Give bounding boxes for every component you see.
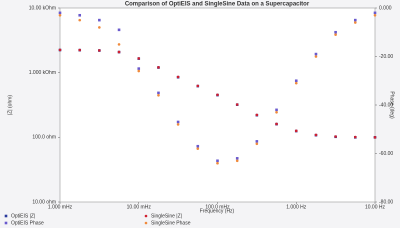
data-point — [255, 140, 259, 143]
data-point — [78, 48, 82, 52]
data-point — [334, 30, 337, 34]
legend-label: OptiEIS Phase — [11, 220, 44, 226]
data-point — [157, 94, 160, 97]
data-point — [353, 21, 357, 24]
x-tick-label: 1.000 mHz — [48, 204, 73, 210]
y2-axis-title: Phase (deg) — [389, 91, 395, 119]
legend-swatch — [144, 214, 148, 218]
chart: Comparison of OptiEIS and SingleSine Dat… — [0, 0, 400, 228]
y-tick-label: 10.00 ohm — [32, 199, 56, 205]
data-point — [78, 13, 82, 17]
plot-area — [59, 7, 376, 203]
data-point — [353, 135, 357, 139]
legend-label: OptiEIS |Z| — [11, 213, 35, 219]
data-point — [117, 43, 121, 46]
data-point — [98, 18, 101, 22]
data-point — [78, 18, 82, 22]
data-point — [137, 67, 141, 70]
data-point — [58, 11, 62, 15]
y-tick-label: 100.0 ohm — [32, 135, 56, 141]
x-tick-label: 1.000 Hz — [286, 204, 307, 210]
x-axis-title: Frequency (Hz) — [200, 208, 235, 214]
data-point — [176, 75, 180, 79]
data-point — [117, 28, 121, 32]
data-point — [157, 66, 160, 69]
x-tick-label: 10.00 Hz — [365, 204, 386, 210]
legend-label: SingleSine |Z| — [151, 213, 182, 219]
data-point — [275, 122, 278, 126]
y2-tick-label: -40.00 — [379, 102, 393, 108]
data-point — [373, 136, 377, 139]
data-point — [334, 33, 337, 36]
data-point — [58, 13, 62, 17]
data-point — [294, 79, 298, 83]
y2-tick-label: -60.00 — [379, 151, 393, 157]
data-point — [334, 135, 337, 138]
data-point — [275, 110, 278, 114]
data-point — [176, 120, 180, 124]
page: Comparison of OptiEIS and SingleSine Dat… — [0, 0, 400, 228]
data-point — [314, 133, 318, 137]
x-tick-label: 10.00 mHz — [127, 204, 152, 210]
data-point — [294, 129, 298, 133]
legend-swatch — [144, 221, 148, 225]
data-point — [373, 11, 377, 15]
data-point — [137, 69, 141, 73]
data-point — [176, 123, 180, 126]
y2-tick-label: -20.00 — [379, 54, 393, 60]
y-tick-label: 1.000 kOhm — [29, 70, 56, 76]
data-point — [157, 91, 160, 95]
data-point — [373, 13, 377, 17]
data-point — [216, 161, 219, 165]
data-point — [216, 159, 219, 163]
data-point — [196, 147, 200, 150]
legend-swatch — [4, 221, 8, 225]
data-point — [58, 48, 62, 52]
data-point — [255, 142, 259, 146]
data-point — [294, 81, 298, 85]
y-tick-label: 10.00 kOhm — [29, 5, 56, 11]
data-point — [235, 159, 239, 163]
data-point — [216, 93, 219, 97]
chart-title: Comparison of OptiEIS and SingleSine Dat… — [125, 2, 310, 8]
x-tick-label: 100.0 mHz — [205, 204, 230, 210]
legend-label: SingleSine Phase — [151, 220, 191, 226]
data-point — [235, 103, 239, 106]
data-point — [314, 55, 318, 58]
data-point — [353, 18, 357, 22]
data-point — [235, 157, 239, 160]
data-point — [117, 50, 121, 54]
y2-tick-label: 0.000 — [379, 5, 392, 11]
legend-swatch — [4, 214, 8, 218]
data-point — [196, 144, 200, 148]
data-point — [137, 57, 141, 60]
data-point — [255, 113, 259, 117]
data-point — [98, 49, 101, 52]
data-point — [98, 26, 101, 29]
data-point — [314, 52, 318, 56]
data-point — [196, 84, 200, 88]
data-point — [275, 108, 278, 112]
y2-tick-label: -80.00 — [379, 199, 393, 205]
y-axis-title: |Z| (ohm) — [7, 95, 13, 115]
